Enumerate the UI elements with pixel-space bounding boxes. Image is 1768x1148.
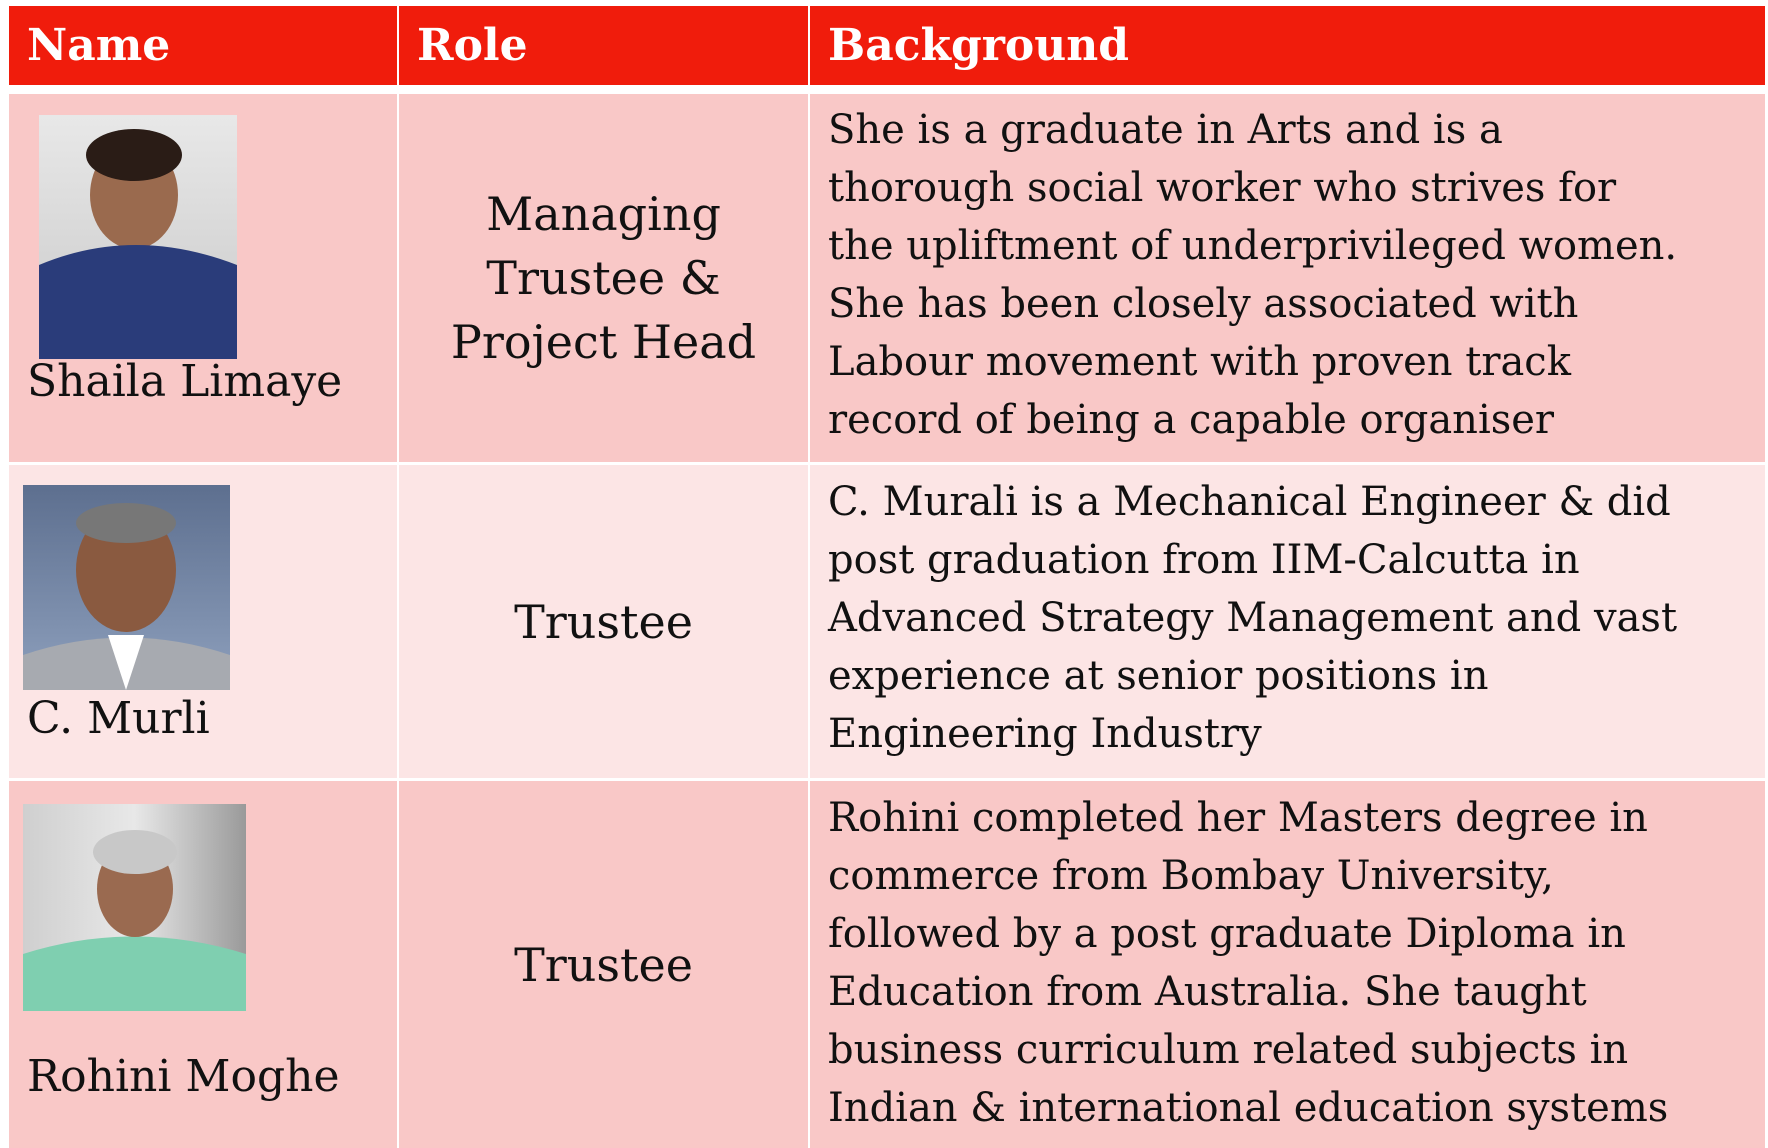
- role-cell: Trustee: [399, 781, 808, 1148]
- text-line: Engineering Industry: [828, 711, 1262, 757]
- role-cell: Managing Trustee & Project Head: [399, 94, 808, 462]
- person-name: Rohini Moghe: [27, 1051, 340, 1102]
- text-line: Labour movement with proven track: [828, 339, 1571, 385]
- role-cell: Trustee: [399, 465, 808, 778]
- name-cell: Shaila Limaye: [9, 94, 397, 462]
- text-line: Trustee: [514, 937, 693, 992]
- photo-figure: [39, 129, 237, 359]
- text-line: thorough social worker who strives for: [828, 165, 1617, 211]
- text-line: post graduation from IIM-Calcutta in: [828, 537, 1580, 583]
- header-cell: Role: [399, 6, 808, 85]
- text-line: Indian & international education systems: [828, 1085, 1669, 1131]
- photo-figure: [23, 830, 246, 1011]
- photo: [23, 804, 246, 1011]
- text-line: She is a graduate in Arts and is a: [828, 107, 1503, 153]
- text-line: Managing: [486, 187, 721, 241]
- text-line: experience at senior positions in: [828, 653, 1489, 699]
- text-line: commerce from Bombay University,: [828, 853, 1554, 899]
- person-name: C. Murli: [27, 693, 210, 744]
- text-line: the upliftment of underprivileged women.: [828, 223, 1678, 269]
- text-line: Trustee &: [486, 251, 721, 305]
- header-cell: Name: [9, 6, 397, 85]
- text-line: business curriculum related subjects in: [828, 1027, 1629, 1073]
- photo-figure: [23, 503, 230, 690]
- text-line: followed by a post graduate Diploma in: [828, 911, 1626, 957]
- photo: [39, 115, 237, 359]
- background-cell: C. Murali is a Mechanical Engineer & did…: [810, 465, 1765, 778]
- text-line: Rohini completed her Masters degree in: [828, 795, 1648, 841]
- text-line: Education from Australia. She taught: [828, 969, 1587, 1015]
- text-line: C. Murali is a Mechanical Engineer & did: [828, 479, 1671, 525]
- text-line: She has been closely associated with: [828, 281, 1579, 327]
- photo: [23, 485, 230, 690]
- name-cell: C. Murli: [9, 465, 397, 778]
- text-line: record of being a capable organiser: [828, 397, 1555, 443]
- text-line: Advanced Strategy Management and vast: [828, 595, 1678, 641]
- person-name: Shaila Limaye: [27, 356, 343, 407]
- text-line: Trustee: [514, 594, 693, 649]
- text-line: Project Head: [450, 315, 757, 369]
- header-cell: Background: [810, 6, 1765, 85]
- background-cell: She is a graduate in Arts and is a thorou…: [810, 94, 1765, 462]
- background-cell: Rohini completed her Masters degree in co…: [810, 781, 1765, 1148]
- name-cell: Rohini Moghe: [9, 781, 397, 1148]
